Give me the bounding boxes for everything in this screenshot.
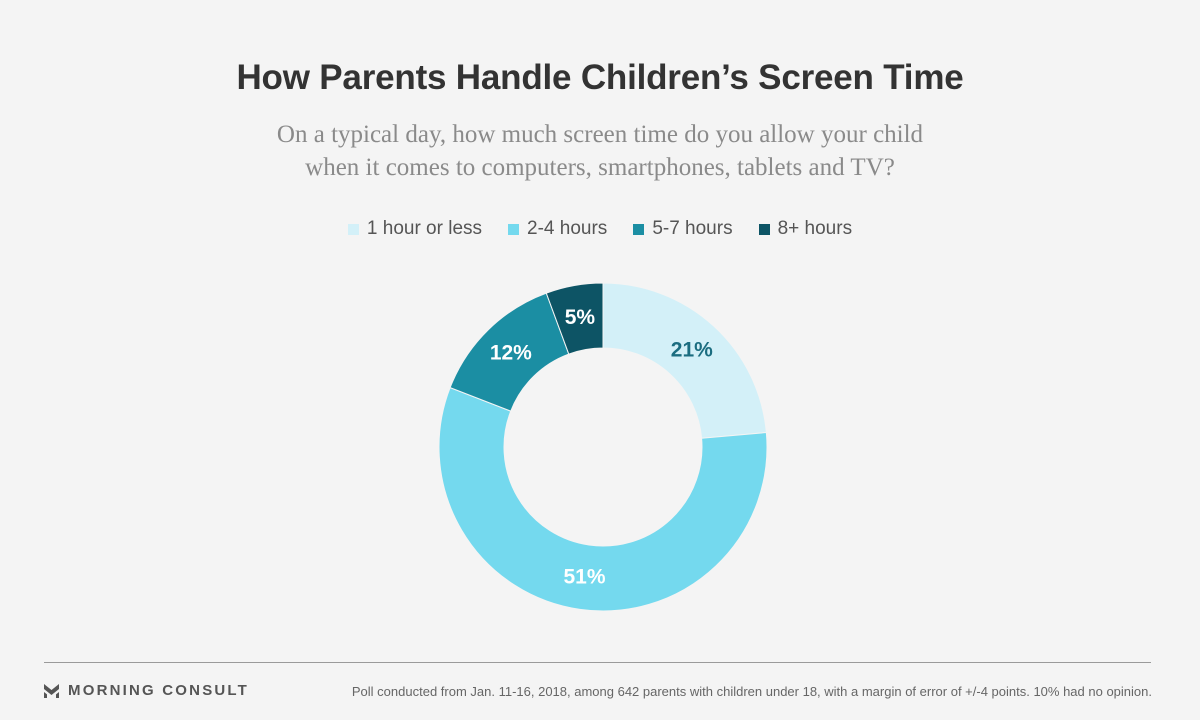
legend-item-2-4-hours: 2-4 hours bbox=[508, 218, 607, 240]
legend-label: 5-7 hours bbox=[652, 218, 733, 239]
slice-value-label: 12% bbox=[490, 342, 532, 365]
footnote: Poll conducted from Jan. 11-16, 2018, am… bbox=[351, 684, 1152, 699]
chart-legend: 1 hour or less 2-4 hours 5-7 hours 8+ ho… bbox=[0, 218, 1200, 240]
donut-slice bbox=[602, 282, 767, 439]
slice-value-label: 5% bbox=[565, 306, 596, 329]
legend-label: 2-4 hours bbox=[527, 218, 608, 239]
donut-slice bbox=[545, 282, 604, 355]
slice-value-label: 51% bbox=[563, 566, 605, 589]
legend-label: 1 hour or less bbox=[366, 218, 483, 239]
slice-value-label: 21% bbox=[671, 339, 713, 362]
legend-label: 8+ hours bbox=[777, 218, 853, 239]
legend-item-8-plus-hours: 8+ hours bbox=[758, 218, 853, 240]
footer-divider bbox=[44, 662, 1151, 663]
brand-name: MORNING CONSULT bbox=[68, 682, 250, 699]
legend-swatch bbox=[633, 223, 645, 235]
legend-swatch bbox=[347, 223, 359, 235]
legend-swatch bbox=[758, 223, 770, 235]
morning-consult-logo-icon bbox=[44, 683, 59, 698]
brand-logo: MORNING CONSULT bbox=[44, 682, 249, 699]
legend-swatch bbox=[508, 223, 520, 235]
legend-item-5-7-hours: 5-7 hours bbox=[633, 218, 733, 240]
chart-title: How Parents Handle Children’s Screen Tim… bbox=[236, 58, 964, 97]
legend-item-1-hour-or-less: 1 hour or less bbox=[347, 218, 483, 240]
donut-slice bbox=[438, 386, 768, 612]
chart-subtitle: On a typical day, how much screen time d… bbox=[276, 121, 924, 181]
